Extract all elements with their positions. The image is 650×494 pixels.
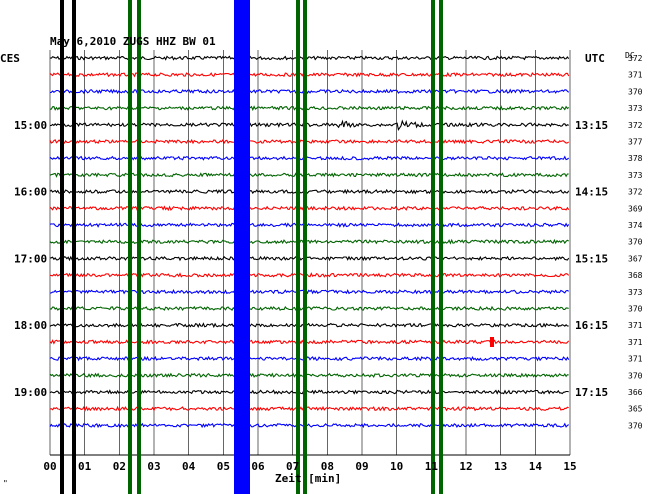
utc-hour-label: 14:15 [575, 186, 608, 199]
seismic-trace [49, 88, 570, 95]
x-tick-label: 15 [563, 460, 576, 473]
dc-value: 372 [628, 121, 643, 130]
disturbance-band [296, 0, 300, 494]
seismic-trace [49, 188, 570, 195]
seismic-trace [49, 255, 570, 262]
dc-value: 374 [628, 221, 643, 230]
seismic-trace [49, 389, 569, 395]
seismic-trace [49, 222, 570, 228]
dc-value: 366 [628, 388, 643, 397]
seismic-trace [49, 205, 570, 212]
disturbance-band [60, 0, 64, 494]
x-tick-label: 04 [182, 460, 196, 473]
seismic-trace [49, 138, 569, 145]
seismic-trace [49, 55, 570, 61]
dc-value: 373 [628, 288, 643, 297]
utc-hour-label: 16:15 [575, 319, 608, 332]
x-tick-label: 05 [217, 460, 230, 473]
dc-value: 365 [628, 405, 643, 414]
x-tick-label: 10 [390, 460, 403, 473]
dc-value: 371 [628, 71, 643, 80]
x-tick-label: 01 [78, 460, 92, 473]
plot-title: May 6,2010 ZUGS HHZ BW 01 [50, 35, 216, 48]
dc-value: 371 [628, 338, 643, 347]
local-hour-label: 19:00 [14, 386, 47, 399]
seismic-trace [49, 405, 569, 412]
seismic-trace [49, 172, 569, 178]
left-timezone-label: CES [0, 52, 20, 65]
disturbance-band [234, 0, 250, 494]
seismic-trace [49, 238, 569, 245]
dc-value: 370 [628, 305, 643, 314]
utc-hour-label: 17:15 [575, 386, 608, 399]
seismic-trace [49, 119, 569, 131]
disturbance-bands [60, 0, 494, 494]
axis-labels: May 6,2010 ZUGS HHZ BW 01 CES UTC DC Zei… [0, 35, 643, 488]
local-hour-label: 17:00 [14, 252, 47, 265]
seismic-trace [49, 322, 569, 329]
right-timezone-label: UTC [585, 52, 605, 65]
x-tick-label: 14 [529, 460, 543, 473]
x-tick-label: 13 [494, 460, 507, 473]
utc-hour-label: 13:15 [575, 119, 608, 132]
x-tick-label: 03 [147, 460, 160, 473]
disturbance-band [72, 0, 76, 494]
x-tick-label: 06 [251, 460, 265, 473]
seismic-trace [49, 339, 570, 345]
dc-value: 377 [628, 138, 643, 147]
seismic-trace [49, 355, 570, 362]
seismic-trace [49, 71, 570, 78]
seismic-trace [49, 105, 570, 112]
red-spike [490, 337, 494, 347]
dc-value: 371 [628, 355, 643, 364]
x-axis-label: Zeit [min] [275, 472, 341, 485]
seismic-trace [49, 372, 569, 379]
utc-hour-label: 15:15 [575, 252, 608, 265]
local-hour-label: 15:00 [14, 119, 47, 132]
seismic-trace [49, 422, 569, 429]
dc-value: 370 [628, 371, 643, 380]
seismic-trace [49, 155, 570, 161]
disturbance-band [439, 0, 443, 494]
disturbance-band [128, 0, 132, 494]
seismic-trace [49, 289, 569, 295]
x-tick-label: 08 [321, 460, 334, 473]
disturbance-band [303, 0, 307, 494]
seismic-traces [49, 55, 570, 429]
dc-header-label: DC [625, 51, 635, 60]
x-tick-label: 12 [459, 460, 472, 473]
x-tick-label: 02 [113, 460, 126, 473]
x-tick-label: 11 [425, 460, 439, 473]
dc-value: 370 [628, 87, 643, 96]
dc-value: 372 [628, 188, 643, 197]
local-hour-label: 18:00 [14, 319, 47, 332]
x-tick-label: 07 [286, 460, 299, 473]
x-tick-label: 00 [43, 460, 56, 473]
dc-value: 373 [628, 104, 643, 113]
seismic-trace [49, 305, 569, 312]
dc-value: 378 [628, 154, 643, 163]
dc-value: 367 [628, 254, 643, 263]
dc-value: 372 [628, 54, 643, 63]
dc-value: 368 [628, 271, 643, 280]
seismic-trace [49, 272, 570, 278]
dc-value: 369 [628, 204, 643, 213]
disturbance-band [137, 0, 141, 494]
corner-mark: " [3, 479, 8, 488]
x-tick-label: 09 [355, 460, 368, 473]
dc-value: 370 [628, 421, 643, 430]
disturbance-band [431, 0, 435, 494]
dc-value: 373 [628, 171, 643, 180]
local-hour-label: 16:00 [14, 186, 47, 199]
dc-value: 370 [628, 238, 643, 247]
dc-value: 371 [628, 321, 643, 330]
